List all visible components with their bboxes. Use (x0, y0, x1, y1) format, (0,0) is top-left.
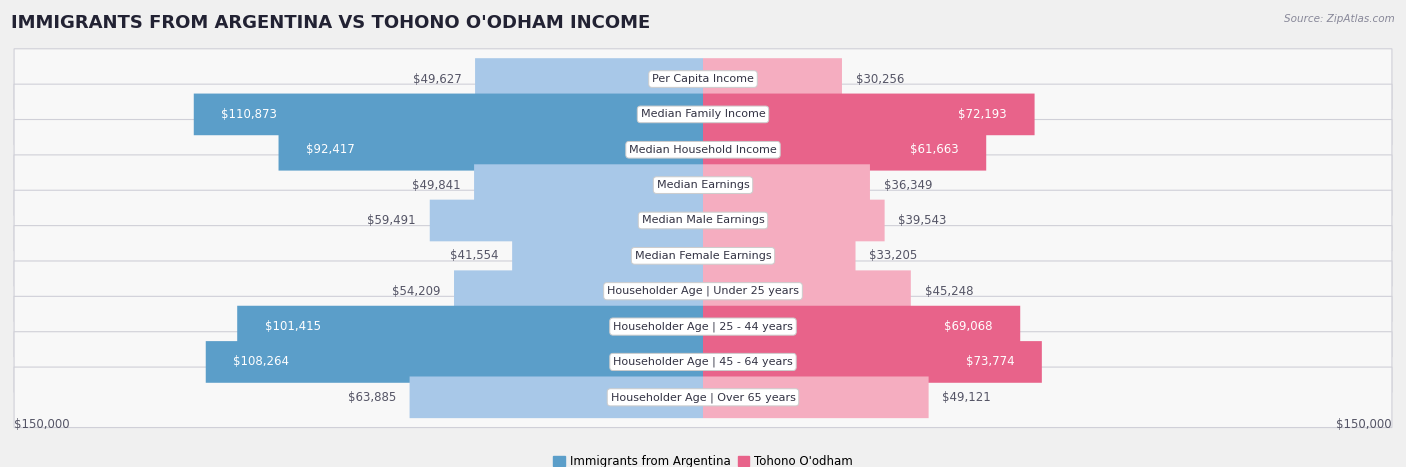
Text: $30,256: $30,256 (856, 72, 904, 85)
Text: $61,663: $61,663 (910, 143, 959, 156)
Text: Householder Age | Under 25 years: Householder Age | Under 25 years (607, 286, 799, 297)
Text: Householder Age | Over 65 years: Householder Age | Over 65 years (610, 392, 796, 403)
FancyBboxPatch shape (14, 155, 1392, 215)
FancyBboxPatch shape (194, 93, 703, 135)
FancyBboxPatch shape (474, 164, 703, 206)
FancyBboxPatch shape (238, 306, 703, 347)
FancyBboxPatch shape (205, 341, 703, 383)
Text: Per Capita Income: Per Capita Income (652, 74, 754, 84)
Text: $41,554: $41,554 (450, 249, 498, 262)
FancyBboxPatch shape (14, 297, 1392, 357)
Text: $59,491: $59,491 (367, 214, 416, 227)
Text: $92,417: $92,417 (307, 143, 354, 156)
Text: $150,000: $150,000 (14, 418, 70, 431)
Text: $54,209: $54,209 (392, 285, 440, 298)
FancyBboxPatch shape (14, 367, 1392, 428)
FancyBboxPatch shape (703, 58, 842, 100)
Legend: Immigrants from Argentina, Tohono O'odham: Immigrants from Argentina, Tohono O'odha… (548, 450, 858, 467)
Text: $69,068: $69,068 (945, 320, 993, 333)
Text: $150,000: $150,000 (1336, 418, 1392, 431)
Text: Median Family Income: Median Family Income (641, 109, 765, 120)
Text: $108,264: $108,264 (233, 355, 290, 368)
FancyBboxPatch shape (703, 200, 884, 241)
Text: IMMIGRANTS FROM ARGENTINA VS TOHONO O'ODHAM INCOME: IMMIGRANTS FROM ARGENTINA VS TOHONO O'OD… (11, 14, 651, 32)
Text: $49,121: $49,121 (942, 391, 991, 404)
Text: $49,841: $49,841 (412, 178, 460, 191)
Text: Householder Age | 45 - 64 years: Householder Age | 45 - 64 years (613, 357, 793, 367)
Text: $36,349: $36,349 (884, 178, 932, 191)
Text: $110,873: $110,873 (221, 108, 277, 121)
FancyBboxPatch shape (454, 270, 703, 312)
Text: Median Female Earnings: Median Female Earnings (634, 251, 772, 261)
FancyBboxPatch shape (278, 129, 703, 170)
FancyBboxPatch shape (703, 129, 986, 170)
Text: $101,415: $101,415 (264, 320, 321, 333)
FancyBboxPatch shape (703, 93, 1035, 135)
Text: Median Male Earnings: Median Male Earnings (641, 215, 765, 226)
Text: $63,885: $63,885 (347, 391, 396, 404)
Text: Median Household Income: Median Household Income (628, 145, 778, 155)
Text: $33,205: $33,205 (869, 249, 918, 262)
FancyBboxPatch shape (512, 235, 703, 276)
Text: Source: ZipAtlas.com: Source: ZipAtlas.com (1284, 14, 1395, 24)
FancyBboxPatch shape (475, 58, 703, 100)
FancyBboxPatch shape (14, 120, 1392, 180)
FancyBboxPatch shape (703, 164, 870, 206)
Text: $39,543: $39,543 (898, 214, 946, 227)
Text: Householder Age | 25 - 44 years: Householder Age | 25 - 44 years (613, 321, 793, 332)
FancyBboxPatch shape (14, 84, 1392, 145)
Text: Median Earnings: Median Earnings (657, 180, 749, 190)
Text: $49,627: $49,627 (412, 72, 461, 85)
Text: $72,193: $72,193 (959, 108, 1007, 121)
FancyBboxPatch shape (14, 261, 1392, 321)
FancyBboxPatch shape (14, 226, 1392, 286)
FancyBboxPatch shape (703, 270, 911, 312)
Text: $45,248: $45,248 (925, 285, 973, 298)
FancyBboxPatch shape (14, 332, 1392, 392)
FancyBboxPatch shape (14, 49, 1392, 109)
FancyBboxPatch shape (703, 376, 928, 418)
FancyBboxPatch shape (409, 376, 703, 418)
FancyBboxPatch shape (703, 306, 1021, 347)
Text: $73,774: $73,774 (966, 355, 1014, 368)
FancyBboxPatch shape (703, 235, 855, 276)
FancyBboxPatch shape (703, 341, 1042, 383)
FancyBboxPatch shape (14, 190, 1392, 251)
FancyBboxPatch shape (430, 200, 703, 241)
